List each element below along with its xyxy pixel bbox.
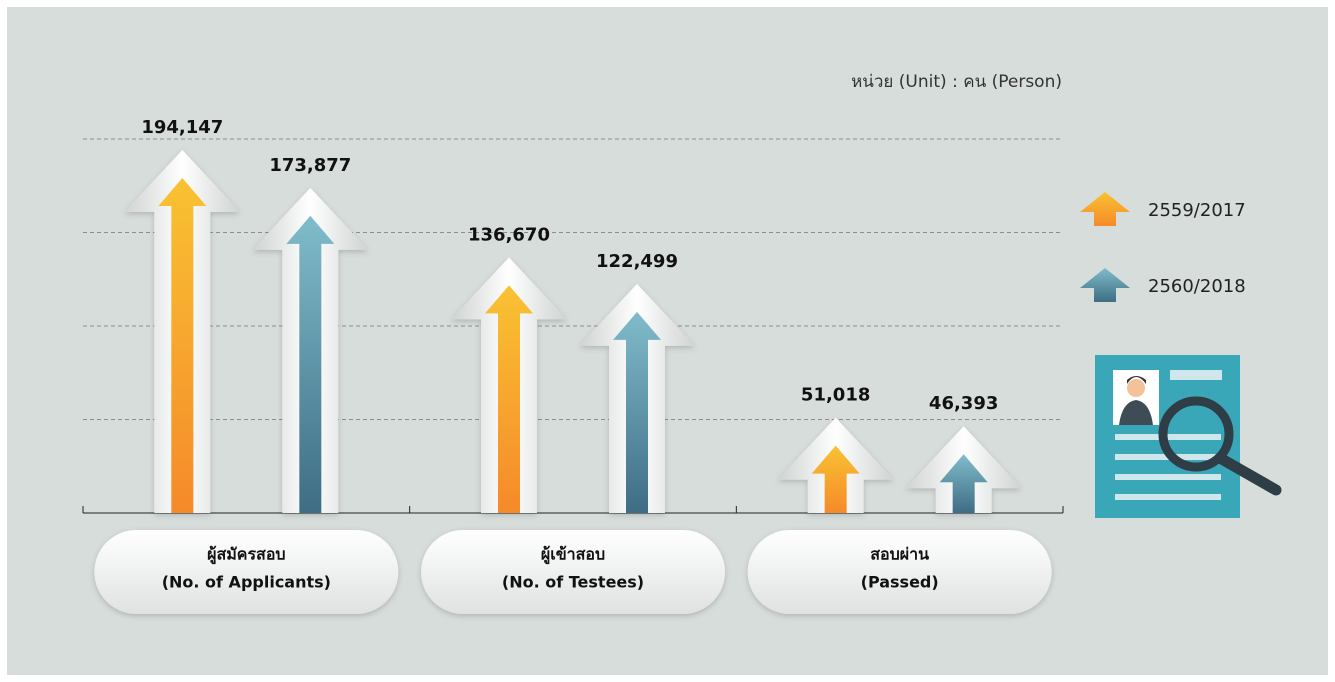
value-label: 51,018: [801, 385, 870, 406]
value-label: 173,877: [269, 155, 351, 176]
legend-label: 2560/2018: [1148, 276, 1246, 297]
x-tick-label: (No. of Applicants): [162, 573, 331, 592]
value-label: 136,670: [468, 224, 550, 245]
x-tick-label: ผู้เข้าสอบ: [541, 545, 605, 566]
unit-note: หน่วย (Unit) : คน (Person): [851, 72, 1062, 92]
x-tick-label: สอบผ่าน: [870, 545, 929, 564]
x-tick-label: (No. of Testees): [502, 573, 644, 592]
chart: หน่วย (Unit) : คน (Person) ผู้สมัครสอบ (N…: [0, 0, 1335, 682]
x-tick-label: ผู้สมัครสอบ: [207, 545, 286, 566]
value-label: 122,499: [596, 251, 678, 272]
value-label: 46,393: [929, 393, 998, 414]
legend-label: 2559/2017: [1148, 200, 1246, 221]
x-tick-label: (Passed): [861, 573, 939, 592]
value-label: 194,147: [141, 117, 223, 138]
